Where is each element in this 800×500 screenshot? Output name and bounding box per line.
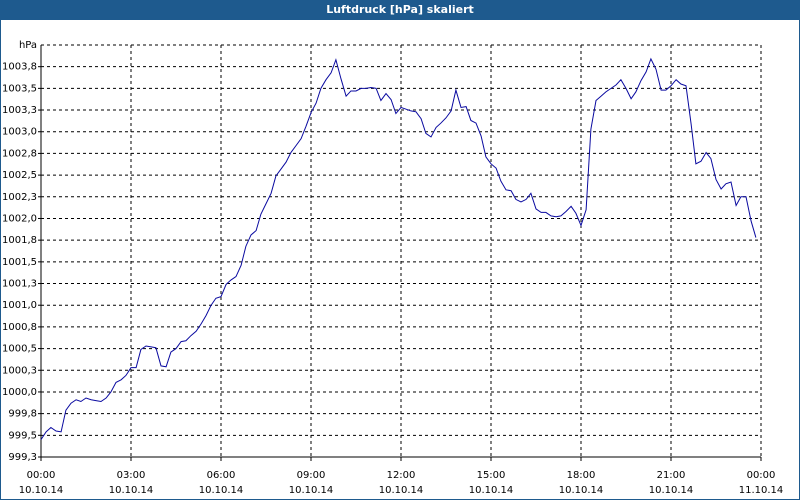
y-tick-label: 1002,8 (2, 148, 37, 159)
x-tick-date: 10.10.14 (19, 485, 64, 496)
x-tick-date: 10.10.14 (199, 485, 244, 496)
x-tick-label: 03:00 (117, 470, 146, 481)
x-tick-label: 09:00 (297, 470, 326, 481)
y-tick-label: 1000,5 (2, 344, 37, 355)
y-tick-label: 1003,3 (2, 105, 37, 116)
y-tick-label: 1000,8 (2, 322, 37, 333)
y-tick-label: 1002,5 (2, 170, 37, 181)
title-bar (0, 0, 800, 20)
x-tick-label: 00:00 (27, 470, 56, 481)
x-tick-label: 00:00 (747, 470, 776, 481)
chart-title: Luftdruck [hPa] skaliert (326, 3, 474, 16)
y-tick-label: 1002,0 (2, 213, 37, 224)
x-tick-label: 21:00 (657, 470, 686, 481)
y-tick-label: 999,3 (8, 452, 37, 463)
x-tick-date: 10.10.14 (559, 485, 604, 496)
y-tick-label: 1001,3 (2, 279, 37, 290)
y-tick-label: 1001,8 (2, 235, 37, 246)
y-tick-label: 1002,3 (2, 192, 37, 203)
y-tick-label: 1000,0 (2, 387, 37, 398)
x-tick-date: 10.10.14 (289, 485, 334, 496)
x-tick-date: 10.10.14 (649, 485, 694, 496)
y-tick-label: 1003,0 (2, 127, 37, 138)
y-tick-label: 1003,8 (2, 62, 37, 73)
x-tick-date: 10.10.14 (379, 485, 424, 496)
x-tick-label: 12:00 (387, 470, 416, 481)
y-axis-label: hPa (19, 40, 37, 51)
x-tick-date: 10.10.14 (109, 485, 154, 496)
y-tick-label: 1001,0 (2, 300, 37, 311)
series-line (40, 57, 757, 440)
x-tick-date: 11.10.14 (739, 485, 784, 496)
x-tick-label: 18:00 (567, 470, 596, 481)
y-tick-label: 1003,5 (2, 83, 37, 94)
y-tick-label: 1001,5 (2, 257, 37, 268)
x-tick-date: 10.10.14 (469, 485, 514, 496)
y-tick-label: 1000,3 (2, 365, 37, 376)
y-tick-label: 999,8 (8, 409, 37, 420)
x-tick-label: 06:00 (207, 470, 236, 481)
y-tick-label: 999,5 (8, 430, 37, 441)
x-tick-label: 15:00 (477, 470, 506, 481)
